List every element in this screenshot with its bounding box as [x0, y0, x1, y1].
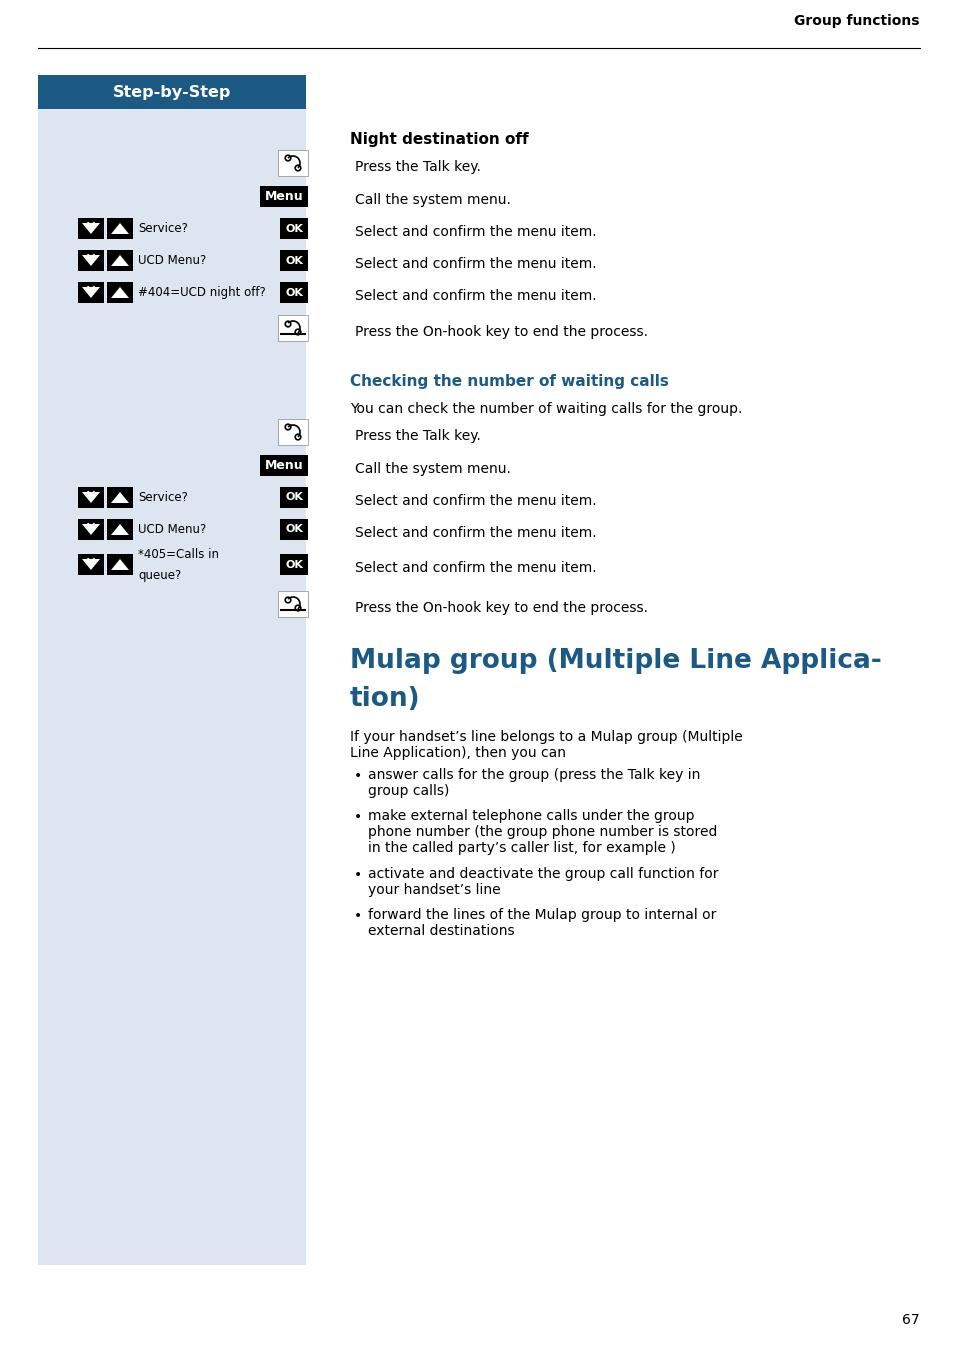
Text: activate and deactivate the group call function for
your handset’s line: activate and deactivate the group call f…: [368, 867, 718, 898]
Polygon shape: [111, 558, 129, 571]
Bar: [107, 554, 132, 575]
Bar: [260, 456, 308, 476]
Text: UCD Menu?: UCD Menu?: [138, 254, 206, 266]
Text: You can check the number of waiting calls for the group.: You can check the number of waiting call…: [350, 402, 741, 416]
Polygon shape: [111, 492, 129, 503]
Bar: [78, 218, 104, 239]
Text: Press the Talk key.: Press the Talk key.: [355, 429, 480, 443]
Bar: [38, 74, 306, 110]
Text: Step-by-Step: Step-by-Step: [112, 84, 231, 100]
Polygon shape: [111, 223, 129, 234]
Text: OK: OK: [285, 288, 303, 297]
Text: Press the Talk key.: Press the Talk key.: [355, 160, 480, 174]
Text: If your handset’s line belongs to a Mulap group (Multiple
Line Application), the: If your handset’s line belongs to a Mula…: [350, 730, 742, 760]
Text: Press the On-hook key to end the process.: Press the On-hook key to end the process…: [355, 602, 647, 615]
Bar: [38, 74, 306, 1265]
Polygon shape: [82, 287, 100, 297]
Text: •: •: [354, 810, 362, 823]
Polygon shape: [82, 525, 100, 535]
Text: *405=Calls in: *405=Calls in: [138, 548, 219, 561]
Bar: [107, 250, 132, 270]
Text: Select and confirm the menu item.: Select and confirm the menu item.: [355, 257, 596, 270]
Text: tion): tion): [350, 685, 420, 713]
Bar: [78, 487, 104, 508]
Bar: [280, 487, 308, 508]
Text: Service?: Service?: [138, 222, 188, 235]
Bar: [277, 591, 308, 617]
Polygon shape: [111, 525, 129, 535]
Text: Group functions: Group functions: [794, 14, 919, 28]
Text: OK: OK: [285, 223, 303, 234]
Bar: [280, 519, 308, 539]
Text: Select and confirm the menu item.: Select and confirm the menu item.: [355, 493, 596, 508]
Text: Checking the number of waiting calls: Checking the number of waiting calls: [350, 375, 668, 389]
Text: OK: OK: [285, 256, 303, 265]
Text: 67: 67: [902, 1313, 919, 1328]
Text: forward the lines of the Mulap group to internal or
external destinations: forward the lines of the Mulap group to …: [368, 909, 716, 938]
Text: Press the On-hook key to end the process.: Press the On-hook key to end the process…: [355, 324, 647, 339]
Polygon shape: [82, 492, 100, 503]
Text: Select and confirm the menu item.: Select and confirm the menu item.: [355, 224, 596, 239]
Polygon shape: [111, 256, 129, 266]
Bar: [260, 187, 308, 207]
Bar: [78, 554, 104, 575]
Bar: [280, 250, 308, 270]
Text: Call the system menu.: Call the system menu.: [355, 193, 511, 207]
Text: Menu: Menu: [264, 458, 303, 472]
Text: •: •: [354, 868, 362, 882]
Bar: [280, 283, 308, 303]
Text: Mulap group (Multiple Line Applica-: Mulap group (Multiple Line Applica-: [350, 648, 881, 675]
Text: make external telephone calls under the group
phone number (the group phone numb: make external telephone calls under the …: [368, 808, 717, 856]
Bar: [280, 554, 308, 575]
Bar: [107, 519, 132, 539]
Text: Service?: Service?: [138, 491, 188, 504]
Text: Night destination off: Night destination off: [350, 132, 528, 147]
Bar: [277, 150, 308, 176]
Polygon shape: [82, 256, 100, 266]
Text: •: •: [354, 769, 362, 783]
Text: Select and confirm the menu item.: Select and confirm the menu item.: [355, 289, 596, 303]
Polygon shape: [111, 287, 129, 297]
Text: queue?: queue?: [138, 568, 181, 581]
Polygon shape: [82, 558, 100, 571]
Bar: [78, 519, 104, 539]
Bar: [277, 419, 308, 445]
Bar: [277, 315, 308, 341]
Bar: [78, 250, 104, 270]
Text: •: •: [354, 909, 362, 923]
Text: OK: OK: [285, 560, 303, 569]
Text: answer calls for the group (press the Talk key in
group calls): answer calls for the group (press the Ta…: [368, 768, 700, 798]
Text: UCD Menu?: UCD Menu?: [138, 523, 206, 535]
Text: #404=UCD night off?: #404=UCD night off?: [138, 287, 266, 299]
Text: OK: OK: [285, 492, 303, 503]
Text: Menu: Menu: [264, 191, 303, 203]
Bar: [107, 283, 132, 303]
Polygon shape: [82, 223, 100, 234]
Bar: [78, 283, 104, 303]
Bar: [107, 487, 132, 508]
Text: Call the system menu.: Call the system menu.: [355, 462, 511, 476]
Bar: [107, 218, 132, 239]
Text: Select and confirm the menu item.: Select and confirm the menu item.: [355, 561, 596, 575]
Text: OK: OK: [285, 525, 303, 534]
Bar: [280, 218, 308, 239]
Text: Select and confirm the menu item.: Select and confirm the menu item.: [355, 526, 596, 539]
